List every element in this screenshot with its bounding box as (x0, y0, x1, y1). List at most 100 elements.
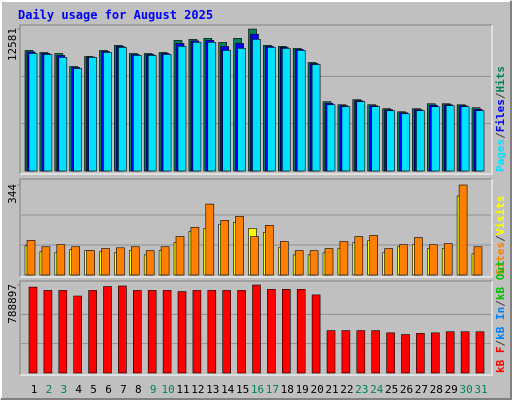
legend-entry: Pages (494, 139, 507, 172)
bar (147, 55, 157, 172)
bar (43, 290, 53, 374)
legend-separator: / (494, 300, 507, 307)
bar (369, 235, 379, 276)
legend-entry: kB F (494, 347, 507, 374)
legend-entry: kB In (494, 307, 507, 340)
bar (237, 48, 246, 172)
x-tick-label: 29 (445, 383, 458, 396)
bar (56, 244, 66, 276)
bar (192, 290, 202, 374)
bar (88, 290, 97, 374)
bar (428, 244, 438, 276)
bar (386, 332, 395, 374)
legend: Pages/Files/Hits (494, 66, 507, 172)
bar (73, 68, 82, 172)
bar (324, 248, 334, 276)
x-tick-label: 1 (31, 383, 38, 396)
x-tick-label: 6 (105, 383, 112, 396)
bar (341, 330, 351, 374)
bar (311, 64, 321, 172)
bar (222, 290, 231, 374)
bar (28, 53, 38, 172)
bar (175, 236, 185, 276)
bar (416, 333, 425, 374)
x-tick-label: 20 (310, 383, 323, 396)
x-tick-label: 7 (120, 383, 127, 396)
x-tick-label: 11 (176, 383, 189, 396)
bar (147, 290, 157, 374)
bar (326, 104, 336, 172)
x-tick-label: 10 (161, 383, 174, 396)
bar (26, 240, 36, 276)
bar (58, 57, 68, 172)
bar (162, 54, 172, 172)
bar (177, 291, 187, 374)
x-tick-label: 23 (355, 383, 368, 396)
x-tick-label: 27 (415, 383, 428, 396)
x-tick-label: 26 (400, 383, 413, 396)
bar (267, 47, 276, 172)
bar (414, 237, 423, 276)
bar (445, 331, 455, 374)
bar (386, 110, 395, 172)
bar (220, 220, 229, 276)
bar (473, 246, 483, 276)
x-tick-label: 2 (46, 383, 53, 396)
bar (430, 332, 440, 374)
legend-separator: / (494, 235, 507, 242)
panel-border-dark (19, 24, 492, 174)
bar (41, 246, 51, 276)
bar (71, 246, 80, 276)
bar (339, 241, 349, 276)
panel-border-dark (19, 178, 492, 277)
bar (356, 330, 366, 374)
bar (281, 289, 291, 374)
bar (341, 106, 351, 172)
bar (265, 224, 274, 276)
legend-separator: / (494, 340, 507, 347)
bar (443, 243, 453, 276)
x-tick-label: 5 (90, 383, 97, 396)
y-tick-label: 788897 (6, 284, 19, 324)
bar (43, 54, 53, 172)
x-tick-label: 13 (206, 383, 219, 396)
legend-entry: Sites (494, 242, 507, 275)
bar (460, 106, 470, 172)
panel-border-light (20, 179, 493, 278)
panel-border-light (20, 281, 493, 376)
legend-entry: Files (494, 99, 507, 132)
bar (356, 101, 366, 172)
bar (430, 106, 440, 172)
bar (58, 290, 68, 374)
legend-separator: / (494, 92, 507, 99)
bar (267, 289, 276, 374)
bar (309, 250, 319, 276)
bar (371, 330, 381, 374)
bar (326, 330, 336, 374)
bar (162, 290, 172, 374)
panel-border-dark (19, 280, 492, 375)
bar (103, 52, 112, 172)
x-tick-label: 4 (75, 383, 82, 396)
bar (88, 57, 97, 172)
bar (160, 246, 170, 276)
x-tick-label: 12 (191, 383, 204, 396)
x-tick-label: 21 (325, 383, 338, 396)
bar (401, 334, 410, 374)
x-tick-label: 28 (430, 383, 443, 396)
x-tick-label: 18 (281, 383, 294, 396)
bar (86, 250, 95, 276)
x-tick-label: 30 (459, 383, 472, 396)
bar (101, 248, 110, 276)
bar (371, 106, 381, 172)
bar (399, 244, 408, 276)
x-tick-label: 15 (236, 383, 249, 396)
bar (133, 290, 142, 374)
bar (281, 48, 291, 172)
bar (205, 203, 215, 276)
bar (116, 247, 125, 276)
y-tick-label: 344 (6, 184, 19, 204)
bar (28, 286, 38, 374)
legend-entry: Visits (494, 196, 507, 236)
